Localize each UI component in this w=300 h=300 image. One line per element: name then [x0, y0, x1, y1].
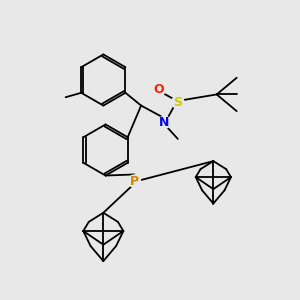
Text: P: P: [130, 175, 139, 188]
Circle shape: [128, 175, 141, 187]
Text: O: O: [154, 83, 164, 97]
Text: S: S: [173, 96, 182, 109]
Circle shape: [172, 96, 184, 108]
Circle shape: [158, 116, 171, 128]
Circle shape: [153, 84, 165, 96]
Text: N: N: [159, 116, 170, 129]
